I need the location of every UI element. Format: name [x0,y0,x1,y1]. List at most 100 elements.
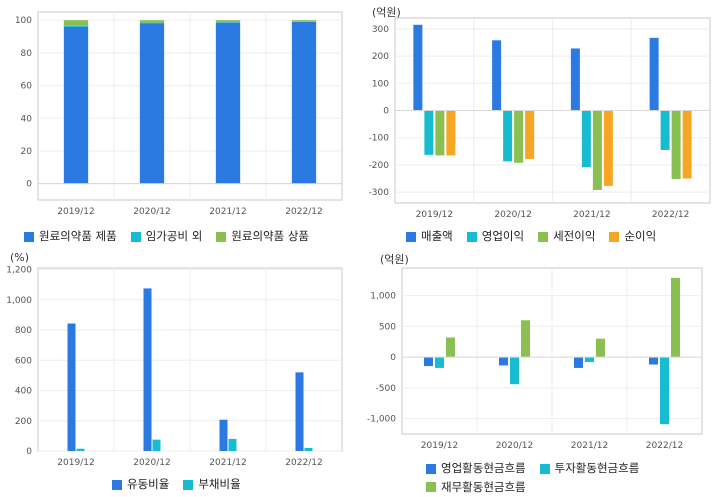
legend-swatch [540,464,550,474]
bar [413,25,422,111]
bar [140,23,164,183]
legend-swatch [112,480,122,490]
bar [510,357,519,384]
bar [64,27,88,184]
y-tick-label: -500 [376,384,397,394]
bar [220,420,228,451]
legend-swatch [467,232,477,242]
x-tick-label: 2020/12 [496,441,533,451]
x-tick-label: 2022/12 [652,210,689,220]
bar [435,111,444,156]
legend-item: 영업활동현금흐름 [426,460,526,477]
y-tick-label: 1,000 [370,292,396,302]
legend-label: 세전이익 [553,228,595,245]
bar [582,111,591,168]
bar [596,339,605,357]
legend-label: 순이익 [624,228,656,245]
y-tick-label: -100 [369,134,390,144]
y-tick-label: 0 [26,180,32,190]
bar [571,48,580,110]
bar [424,357,433,366]
bar [521,320,530,357]
product-mix-legend: 원료의약품 제품 임가공비 외 원료의약품 상품 [24,228,354,247]
bar [216,23,240,184]
bar [292,20,316,21]
y-tick-label: 60 [21,82,33,92]
bar [492,40,501,110]
y-tick-label: 0 [383,107,389,117]
legend-item: 원료의약품 제품 [24,228,117,245]
legend-item: 순이익 [609,228,656,245]
bar [68,324,76,451]
bar [585,357,594,362]
bar [140,20,164,22]
y-tick-label: 500 [379,322,396,332]
legend-swatch [609,232,619,242]
bar [446,337,455,357]
bar [216,20,240,22]
bar [292,22,316,184]
y-tick-label: 0 [26,447,32,457]
y-tick-label: 1,000 [6,296,32,306]
x-tick-label: 2019/12 [57,207,94,217]
legend-item: 재무활동현금흐름 [426,479,526,496]
legend-label: 임가공비 외 [146,228,203,245]
y-tick-label: 100 [15,16,32,26]
bar [525,111,534,159]
legend-swatch [426,482,436,492]
legend-item: 영업이익 [467,228,524,245]
x-tick-label: 2019/12 [57,458,94,468]
bar [650,38,659,111]
y-tick-label: 800 [15,326,32,336]
legend-swatch [406,232,416,242]
bar [144,288,152,451]
bar [229,439,237,451]
legend-label: 재무활동현금흐름 [441,479,526,496]
bar [503,111,512,162]
legend-item: 임가공비 외 [131,228,203,245]
legend-item: 매출액 [406,228,453,245]
legend-label: 영업활동현금흐름 [441,460,526,477]
y-tick-label: 600 [15,356,32,366]
x-tick-label: 2021/12 [571,441,608,451]
legend-label: 원료의약품 상품 [231,228,309,245]
legend-label: 투자활동현금흐름 [555,460,640,477]
legend-label: 영업이익 [482,228,524,245]
y-tick-label: 40 [21,114,33,124]
legend-swatch [216,232,226,242]
bar [77,449,85,451]
bar [140,23,164,24]
bar [671,278,680,357]
bar [661,111,670,150]
y-tick-label: 100 [372,79,389,89]
legend-label: 매출액 [421,228,453,245]
legend-item: 부채비율 [183,476,240,493]
bar [305,448,313,451]
legend-item: 투자활동현금흐름 [540,460,640,477]
legend-item: 세전이익 [538,228,595,245]
bar [514,111,523,163]
x-tick-label: 2020/12 [133,207,170,217]
y-tick-label: 200 [15,417,32,427]
y-tick-label: 20 [21,147,33,157]
x-tick-label: 2020/12 [133,458,170,468]
x-tick-label: 2022/12 [285,207,322,217]
y-tick-label: 300 [372,25,389,35]
legend-swatch [24,232,34,242]
x-tick-label: 2021/12 [209,458,246,468]
bar [683,111,692,179]
bar [672,111,681,180]
bar [499,357,508,365]
x-tick-label: 2021/12 [209,207,246,217]
bar [660,357,669,424]
y-tick-label: 0 [390,353,396,363]
x-tick-label: 2020/12 [494,210,531,220]
